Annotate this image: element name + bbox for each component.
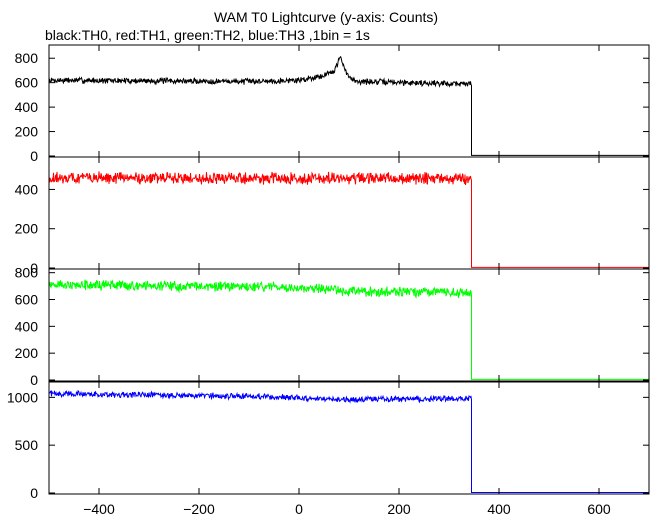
x-tick-label: 400: [487, 501, 511, 515]
y-tick-label-th2: 600: [15, 292, 39, 308]
y-tick-label-th1: 200: [15, 221, 39, 237]
y-tick-label-th3: 500: [15, 437, 39, 453]
chart-title: WAM T0 Lightcurve (y-axis: Counts): [213, 9, 439, 25]
y-tick-label-th0: 400: [15, 99, 39, 115]
y-tick-label-th2: 400: [15, 318, 39, 334]
x-tick-label: 600: [587, 501, 611, 515]
y-tick-label-th3: 1000: [7, 389, 38, 405]
y-tick-label-th1: 400: [15, 181, 39, 197]
x-tick-label: −200: [183, 501, 215, 515]
y-tick-label-th0: 600: [15, 75, 39, 91]
series-th0-line: [48, 55, 649, 156]
y-tick-label-th0: 800: [15, 50, 39, 66]
chart-subtitle: black:TH0, red:TH1, green:TH2, blue:TH3 …: [45, 27, 370, 43]
panel-frame-th1: [48, 156, 650, 270]
y-tick-label-th2: 800: [15, 265, 39, 281]
panel-frame-th0: [48, 44, 650, 158]
series-th3-line: [48, 390, 649, 494]
y-tick-label-th2: 0: [30, 372, 38, 388]
x-tick-label: 0: [295, 501, 303, 515]
y-tick-label-th3: 0: [30, 485, 38, 501]
x-tick-label: −400: [83, 501, 115, 515]
series-th1-line: [48, 171, 649, 268]
panel-frame-th2: [48, 268, 650, 382]
series-th2-line: [48, 279, 649, 380]
y-tick-label-th1: 0: [30, 260, 38, 276]
y-tick-label-th2: 200: [15, 345, 39, 361]
y-tick-label-th0: 200: [15, 124, 39, 140]
x-tick-label: 200: [387, 501, 411, 515]
panel-frame-th3: [48, 381, 650, 495]
y-tick-label-th0: 0: [30, 148, 38, 164]
